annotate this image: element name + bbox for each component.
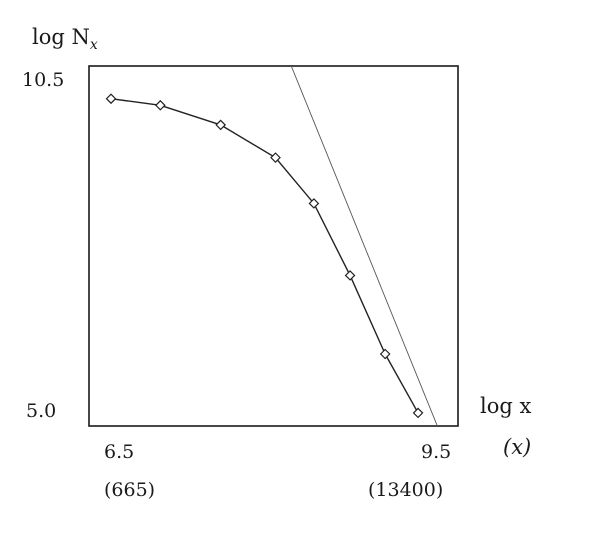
x-tick-sublabel-left: (665) (104, 479, 155, 501)
data-point-6 (344, 270, 356, 281)
x-tick-label-left: 6.5 (104, 441, 134, 463)
y-axis-title: log Nx (32, 25, 98, 53)
data-point-4 (270, 152, 281, 163)
y-tick-label-top: 10.5 (22, 69, 64, 91)
data-point-1 (105, 93, 117, 105)
x-tick-label-right: 9.5 (421, 441, 451, 463)
x-tick-sublabel-right: (13400) (368, 479, 443, 501)
data-point-7 (379, 348, 391, 360)
x-axis-title: log x (480, 394, 531, 418)
series-line (110, 98, 419, 414)
y-tick-label-bottom: 5.0 (26, 400, 56, 422)
y-axis-title-subscript: x (90, 37, 98, 53)
series-layer (105, 93, 424, 419)
data-point-8 (412, 407, 424, 419)
plot-frame (88, 65, 459, 427)
reference-line-layer (290, 66, 438, 426)
reference-line (290, 66, 438, 426)
data-point-2 (155, 99, 166, 111)
data-point-3 (215, 119, 227, 131)
data-point-5 (308, 198, 320, 209)
x-axis-secondary-label: (x) (503, 435, 531, 459)
